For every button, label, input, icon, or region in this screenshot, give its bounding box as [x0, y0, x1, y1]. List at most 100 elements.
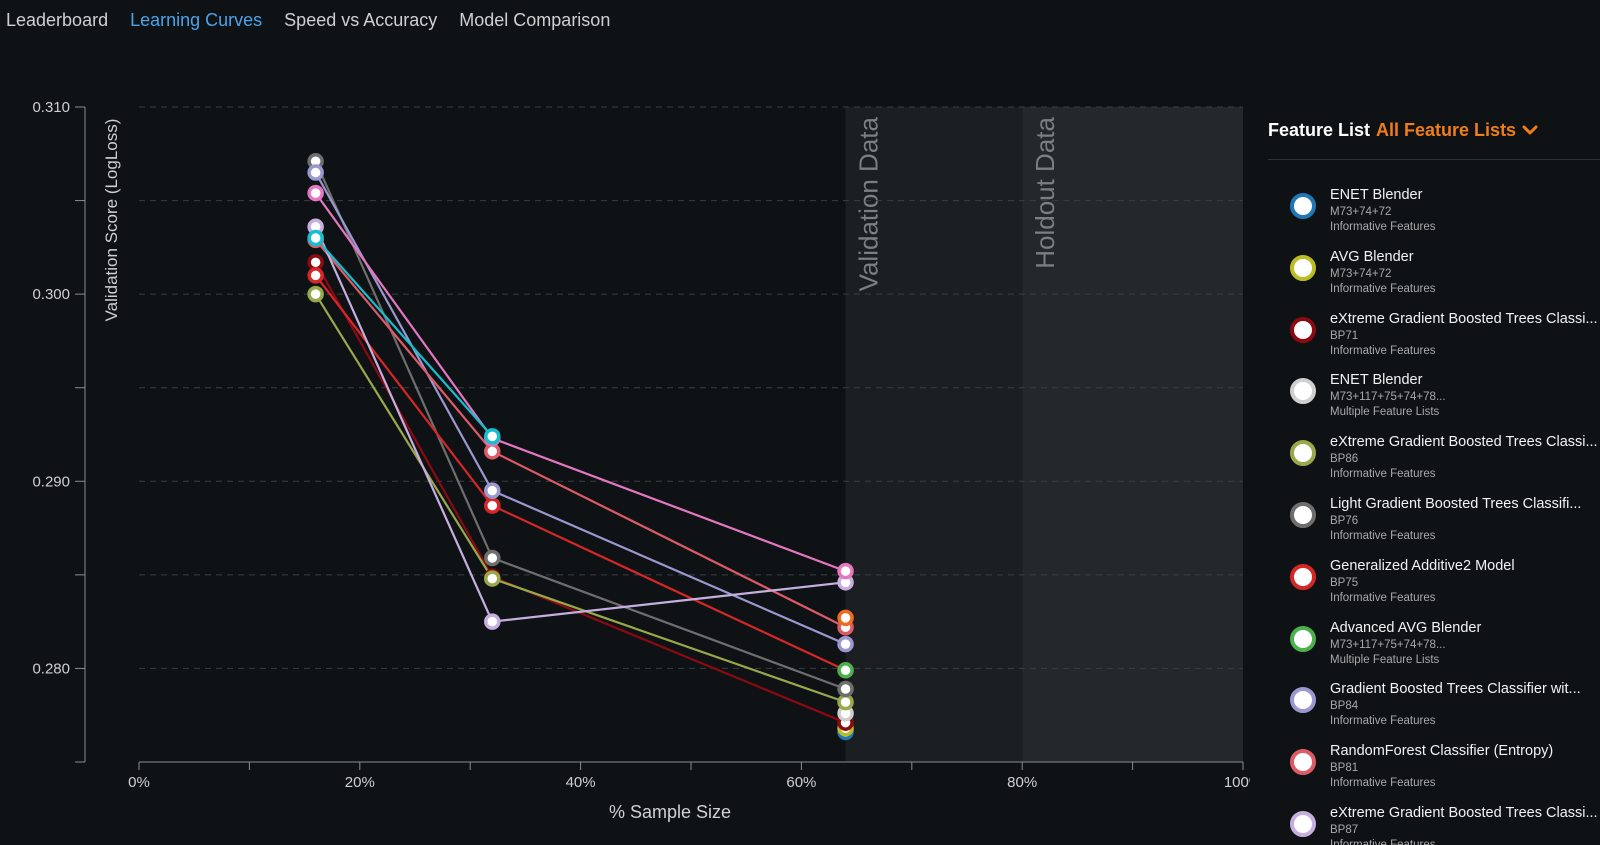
y-tick-label: 0.300 — [32, 286, 70, 303]
data-point[interactable] — [307, 254, 324, 271]
y-tick-label: 0.290 — [32, 473, 70, 490]
model-feature-list: Informative Features — [1330, 591, 1436, 604]
x-tick-label: 100% — [1224, 774, 1250, 791]
data-point[interactable] — [307, 229, 324, 247]
y-tick-label: 0.310 — [32, 99, 70, 116]
chevron-down-icon — [1522, 125, 1538, 135]
model-list-item[interactable]: eXtreme Gradient Boosted Trees Classi...… — [1260, 311, 1600, 373]
data-point[interactable] — [484, 443, 501, 460]
model-list-item[interactable]: AVG Blender M73+74+72 Informative Features — [1260, 249, 1600, 311]
model-id: M73+117+75+74+78... — [1330, 638, 1446, 651]
model-id: BP84 — [1330, 700, 1359, 713]
feature-list-dropdown-value: All Feature Lists — [1376, 119, 1517, 140]
model-color-marker — [1290, 625, 1316, 652]
data-point[interactable] — [484, 428, 501, 445]
model-list-item[interactable]: Gradient Boosted Trees Classifier wit...… — [1260, 681, 1600, 743]
model-id: BP75 — [1330, 576, 1359, 589]
model-id: M73+117+75+74+78... — [1330, 391, 1446, 404]
x-tick-label: 60% — [786, 774, 816, 791]
data-point[interactable] — [837, 635, 854, 653]
data-point[interactable] — [837, 662, 854, 679]
y-tick-label: 0.280 — [32, 660, 70, 677]
model-id: M73+74+72 — [1330, 267, 1392, 280]
feature-list-header: Feature List All Feature Lists — [1260, 115, 1600, 145]
data-point[interactable] — [837, 693, 854, 711]
model-list-item[interactable]: eXtreme Gradient Boosted Trees Classi...… — [1260, 805, 1600, 845]
region-band — [845, 107, 1023, 762]
tab-speed-vs-accuracy[interactable]: Speed vs Accuracy — [284, 10, 438, 30]
feature-list-label: Feature List — [1268, 119, 1371, 140]
model-id: BP81 — [1330, 762, 1359, 775]
model-feature-list: Multiple Feature Lists — [1330, 653, 1440, 666]
learning-curve-chart: Validation Data Holdout Data 0.310 0.300 0.2… — [32, 99, 1250, 822]
model-color-marker — [1290, 254, 1316, 281]
model-feature-list: Informative Features — [1330, 715, 1436, 728]
y-axis-label: Validation Score (LogLoss) — [102, 119, 121, 322]
data-point[interactable] — [307, 184, 324, 202]
data-point[interactable] — [484, 613, 501, 630]
model-list-item[interactable]: Light Gradient Boosted Trees Classifi...… — [1260, 496, 1600, 558]
data-point[interactable] — [837, 609, 854, 627]
data-point[interactable] — [307, 164, 324, 181]
divider — [1268, 159, 1600, 160]
model-name: Advanced AVG Blender — [1330, 619, 1482, 636]
tab-leaderboard[interactable]: Leaderboard — [6, 10, 109, 30]
model-color-marker — [1290, 563, 1316, 590]
tab-learning-curves[interactable]: Learning Curves — [130, 10, 263, 30]
tab-bar: Leaderboard Learning Curves Speed vs Acc… — [6, 10, 610, 36]
model-list-item[interactable]: eXtreme Gradient Boosted Trees Classi...… — [1260, 434, 1600, 496]
data-point[interactable] — [484, 497, 501, 514]
model-feature-list: Informative Features — [1330, 344, 1436, 357]
tab-model-comparison[interactable]: Model Comparison — [459, 10, 611, 30]
model-id: BP86 — [1330, 453, 1359, 466]
series-line — [314, 192, 846, 573]
model-color-marker — [1290, 749, 1316, 776]
model-feature-list: Multiple Feature Lists — [1330, 406, 1440, 419]
model-color-marker — [1290, 193, 1316, 219]
data-point[interactable] — [307, 267, 324, 284]
model-name: eXtreme Gradient Boosted Trees Classi... — [1330, 310, 1598, 327]
series-line — [314, 171, 846, 646]
model-color-marker — [1290, 687, 1316, 714]
model-feature-list: Informative Features — [1330, 529, 1436, 542]
model-list-item[interactable]: ENET Blender M73+117+75+74+78... Multiple … — [1260, 372, 1600, 434]
data-point[interactable] — [484, 482, 501, 499]
model-list-item[interactable]: ENET Blender M73+74+72 Informative Feature… — [1260, 187, 1600, 249]
model-name: ENET Blender — [1330, 187, 1423, 203]
x-tick-label: 40% — [566, 774, 596, 791]
model-id: BP76 — [1330, 514, 1359, 527]
region-label: Holdout Data — [1030, 116, 1060, 268]
model-name: eXtreme Gradient Boosted Trees Classi... — [1330, 434, 1598, 451]
series-line — [314, 237, 494, 438]
data-point[interactable] — [837, 680, 854, 698]
data-point[interactable] — [484, 570, 501, 587]
region-band — [1022, 107, 1243, 762]
model-name: RandomForest Classifier (Entropy) — [1330, 743, 1554, 760]
region-label: Validation Data — [854, 116, 884, 291]
model-name: ENET Blender — [1330, 372, 1423, 389]
x-tick-label: 20% — [345, 774, 375, 791]
series-line — [314, 261, 846, 724]
data-point[interactable] — [837, 562, 854, 580]
model-id: M73+74+72 — [1330, 206, 1392, 218]
model-name: Gradient Boosted Trees Classifier wit... — [1330, 681, 1581, 698]
model-list-item[interactable]: Generalized Additive2 Model BP75 Informati… — [1260, 558, 1600, 620]
feature-list-panel: Feature List All Feature Lists ENET Blen… — [1260, 115, 1600, 845]
model-list: ENET Blender M73+74+72 Informative Feature… — [1260, 187, 1600, 845]
data-point[interactable] — [484, 549, 501, 567]
model-feature-list: Informative Features — [1330, 468, 1436, 481]
model-name: eXtreme Gradient Boosted Trees Classi... — [1330, 804, 1598, 821]
x-tick-label: 80% — [1007, 774, 1037, 791]
x-tick-label: 0% — [128, 774, 150, 791]
model-color-marker — [1290, 316, 1316, 343]
model-color-marker — [1290, 501, 1316, 528]
model-color-marker — [1290, 378, 1316, 405]
model-list-item[interactable]: Advanced AVG Blender M73+117+75+74+78... M… — [1260, 620, 1600, 682]
model-id: BP71 — [1330, 329, 1359, 342]
series-line — [314, 293, 846, 704]
model-list-item[interactable]: RandomForest Classifier (Entropy) BP81 Inf… — [1260, 743, 1600, 805]
feature-list-dropdown[interactable]: All Feature Lists — [1376, 120, 1538, 141]
data-point[interactable] — [307, 285, 324, 303]
model-id: BP87 — [1330, 823, 1359, 836]
model-feature-list: Informative Features — [1330, 282, 1436, 295]
